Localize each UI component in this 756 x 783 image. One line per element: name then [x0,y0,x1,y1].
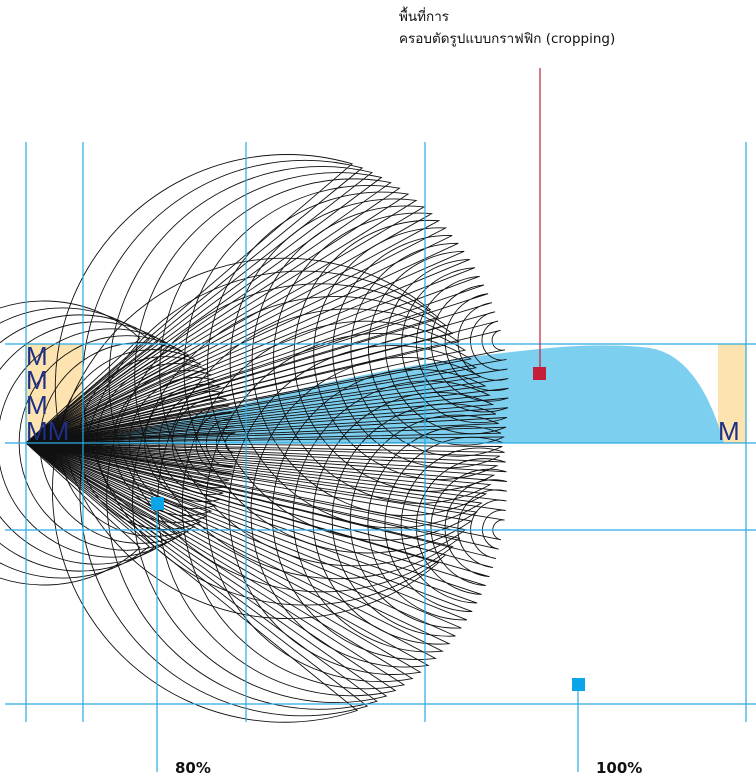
margin-letter-3: M [26,390,48,420]
contour-line [25,442,506,550]
contour-line [0,314,159,572]
contour-line [0,328,175,558]
scale-100-label: 100% [596,759,643,777]
contour-line [25,270,440,717]
contour-line [25,442,507,587]
crop-callout-line2: ครอบตัดรูปแบบกราฟฟิก (cropping) [399,31,616,47]
contour-line [0,321,167,565]
contour-line [25,442,507,559]
contour-line [24,172,461,580]
lower-teardrop-contours [24,257,508,723]
margin-letter-1: M [26,341,48,371]
contour-line [25,329,506,444]
contour-line [25,425,502,621]
crop-callout-line1: พื้นที่การ [399,9,450,25]
contour-line [25,302,509,444]
contour-line [25,442,506,595]
margin-letter-2: M [26,365,48,395]
contour-line [25,293,509,444]
contour-line [25,442,505,541]
contour-line [25,442,508,569]
horizontal-guides [5,343,756,705]
contour-line [25,258,507,444]
contour-line [24,178,467,567]
contour-line [25,275,509,444]
contour-line [24,198,483,529]
contour-line [0,307,150,579]
contour-line [24,308,461,697]
contour-line [0,300,141,586]
contour-line [25,267,508,444]
contour-line [25,311,508,444]
contour-line [24,205,488,516]
right-margin-zone [718,344,746,443]
contour-line [25,403,497,637]
crop-marker [533,367,546,380]
graphic-contours [0,154,509,723]
contour-line [24,380,491,653]
scale-100-marker [572,678,585,691]
contour-line [24,320,467,690]
contour-line [24,191,478,541]
scale-80-marker [151,497,164,510]
contour-line [25,414,499,629]
margin-letter-4: MM [26,416,69,446]
contour-line [24,296,454,703]
margin-letter-right: M [718,416,740,446]
crop-callout-text: พื้นที่การ ครอบตัดรูปแบบกราฟฟิก (croppin… [399,6,615,50]
contour-line [24,283,447,710]
contour-line [25,442,508,578]
contour-line [24,368,487,660]
contour-line [25,257,432,723]
contour-line [25,250,505,446]
vertical-guides [25,142,747,722]
contour-line [24,345,478,675]
contour-line [25,436,504,613]
contour-line [25,442,505,604]
contour-line [24,333,472,683]
contour-line [24,357,483,668]
contour-line [25,242,503,457]
scale-80-label: 80% [175,759,211,777]
